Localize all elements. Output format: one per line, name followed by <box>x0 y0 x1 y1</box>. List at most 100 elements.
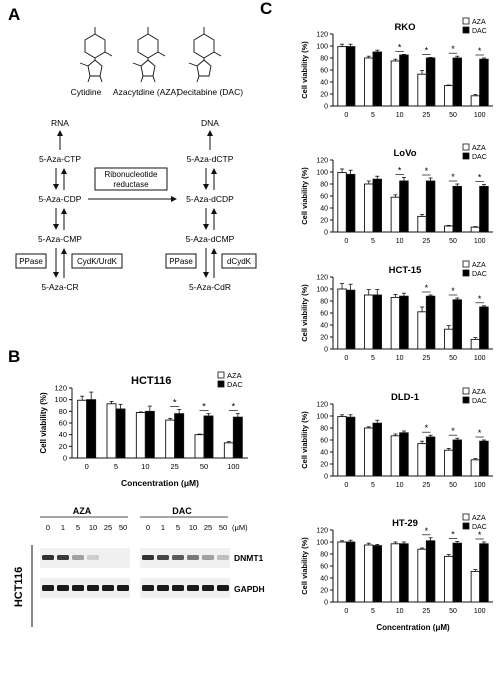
y-tick-label: 40 <box>320 80 328 87</box>
y-tick-label: 80 <box>320 299 328 306</box>
band-dnmt1 <box>42 555 54 560</box>
chart-title: LoVo <box>393 148 416 159</box>
legend-label-dac: DAC <box>472 271 487 278</box>
significance-star: * <box>478 46 482 56</box>
bar-dac <box>452 299 462 350</box>
bar-dac <box>452 57 462 107</box>
bar-dac <box>425 295 436 350</box>
bar-aza <box>470 226 481 233</box>
band-gapdh <box>42 585 54 591</box>
significance-star: * <box>425 45 429 55</box>
bar-dac <box>479 543 489 603</box>
y-tick-label: 100 <box>316 287 328 294</box>
legend-label-dac: DAC <box>227 380 243 389</box>
structure-azacytidine <box>132 27 166 83</box>
legend-label-aza: AZA <box>472 515 486 522</box>
bar-dac <box>425 57 436 107</box>
band-gapdh <box>87 585 99 591</box>
significance-star: * <box>478 294 482 304</box>
bar-aza <box>106 403 117 459</box>
significance-star: * <box>202 402 206 413</box>
chart-title: DLD-1 <box>391 392 420 403</box>
bar-dac <box>452 185 462 233</box>
significance-star: * <box>425 423 429 433</box>
y-tick-label: 40 <box>59 430 67 439</box>
y-tick-label: 20 <box>320 462 328 469</box>
significance-star: * <box>451 426 455 436</box>
y-tick-label: 100 <box>316 414 328 421</box>
y-tick-label: 40 <box>320 323 328 330</box>
y-axis-label: Cell viability (%) <box>300 41 309 99</box>
x-tick-label: 25 <box>422 238 430 245</box>
bar-dac <box>345 289 356 350</box>
y-tick-label: 20 <box>320 588 328 595</box>
bar-aza <box>417 311 427 350</box>
left-1: 5-Aza-CDP <box>39 194 82 204</box>
y-tick-label: 100 <box>316 44 328 51</box>
bar-dac <box>399 295 409 350</box>
y-axis-label: Cell viability (%) <box>300 167 309 225</box>
band-gapdh <box>117 585 129 591</box>
bar-aza <box>444 449 454 477</box>
blot-lane-bg <box>40 548 130 568</box>
bar-dac <box>372 294 382 350</box>
svg-text:PPase: PPase <box>19 257 43 266</box>
blot-lane-bg <box>140 578 230 598</box>
band-dnmt1 <box>157 555 169 560</box>
bar-aza <box>390 296 401 350</box>
significance-star: * <box>425 526 429 536</box>
blot-lane-bg <box>40 578 130 598</box>
bar-aza <box>390 196 401 233</box>
y-tick-label: 120 <box>316 158 328 165</box>
y-tick-label: 80 <box>320 426 328 433</box>
x-tick-label: 25 <box>422 608 430 615</box>
blot-lane-bg <box>140 548 230 568</box>
enzyme-ppase-left: PPase <box>15 253 47 269</box>
legend-swatch-aza <box>462 513 470 521</box>
band-gapdh <box>172 585 184 591</box>
bar-aza <box>417 548 427 603</box>
x-tick-label: 5 <box>371 482 375 489</box>
y-tick-label: 120 <box>316 528 328 535</box>
blot-cell-line: HCT116 <box>13 567 25 607</box>
blot-dose-label: 0 <box>146 523 150 532</box>
x-tick-label: 10 <box>396 355 404 362</box>
y-tick-label: 60 <box>320 311 328 318</box>
bar-dac <box>399 180 409 233</box>
significance-star: * <box>425 166 429 176</box>
bar-aza <box>417 73 427 107</box>
label-dna: DNA <box>201 118 219 128</box>
bar-aza <box>470 95 481 107</box>
blot-dose-label: 50 <box>119 523 127 532</box>
bar-aza <box>444 555 454 603</box>
significance-star: * <box>478 530 482 540</box>
y-tick-label: 120 <box>316 402 328 409</box>
y-tick-label: 0 <box>63 454 67 463</box>
x-tick-label: 5 <box>371 238 375 245</box>
legend-swatch-dac <box>462 26 470 34</box>
bar-aza <box>77 399 88 459</box>
y-tick-label: 0 <box>324 230 328 237</box>
bar-aza <box>337 46 347 107</box>
y-axis-label: Cell viability (%) <box>39 392 48 454</box>
chart-title: RKO <box>394 22 415 33</box>
band-gapdh <box>157 585 169 591</box>
bar-dac <box>345 416 356 477</box>
x-tick-label: 10 <box>396 112 404 119</box>
x-tick-label: 5 <box>371 355 375 362</box>
significance-star: * <box>478 428 482 438</box>
significance-star: * <box>425 283 429 293</box>
bar-aza <box>364 427 374 477</box>
bar-aza <box>165 419 176 459</box>
bar-dac <box>479 58 489 107</box>
bar-dac <box>479 185 489 233</box>
bar-aza <box>444 225 454 233</box>
bar-dac <box>203 415 214 459</box>
x-tick-label: 10 <box>396 608 404 615</box>
legend-label-dac: DAC <box>472 28 487 35</box>
y-tick-label: 120 <box>54 384 67 393</box>
blot-unit: (μM) <box>232 523 248 532</box>
legend-swatch-dac <box>462 522 470 530</box>
